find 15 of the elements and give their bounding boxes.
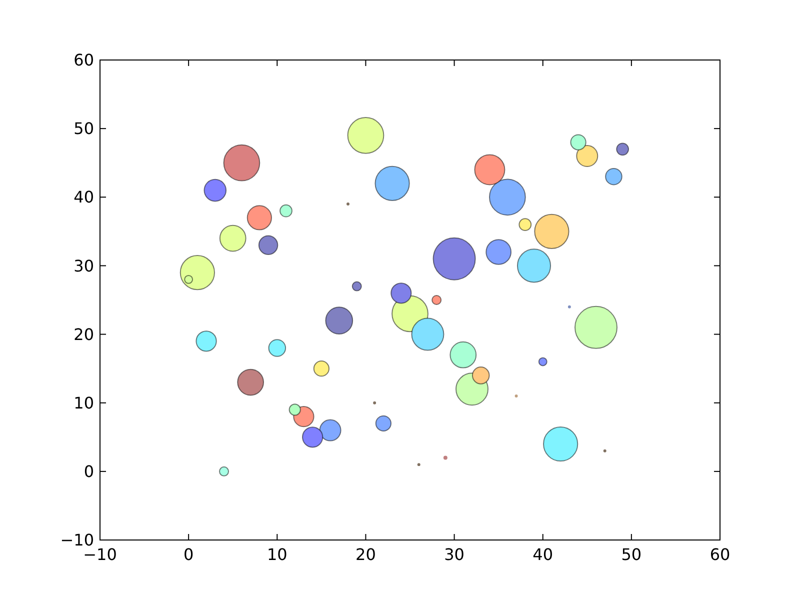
x-tick-label: 0 [183, 545, 194, 564]
y-tick-label: 0 [84, 462, 94, 482]
y-tick-label: −10 [60, 530, 94, 550]
y-tick-label: 20 [74, 324, 94, 344]
x-tick-label: 60 [710, 545, 730, 564]
x-tick-label: 50 [621, 545, 642, 564]
y-tick-label: 40 [74, 188, 94, 207]
y-tick-label: 60 [74, 50, 94, 70]
y-tick-label: 30 [74, 256, 94, 276]
y-tick-label: 50 [74, 119, 94, 138]
x-tick-label: 30 [444, 545, 464, 564]
x-tick-label: 40 [532, 545, 554, 564]
y-tick-label: 10 [74, 393, 94, 412]
x-tick-label: 20 [356, 545, 376, 564]
x-tick-label: 10 [266, 545, 288, 564]
